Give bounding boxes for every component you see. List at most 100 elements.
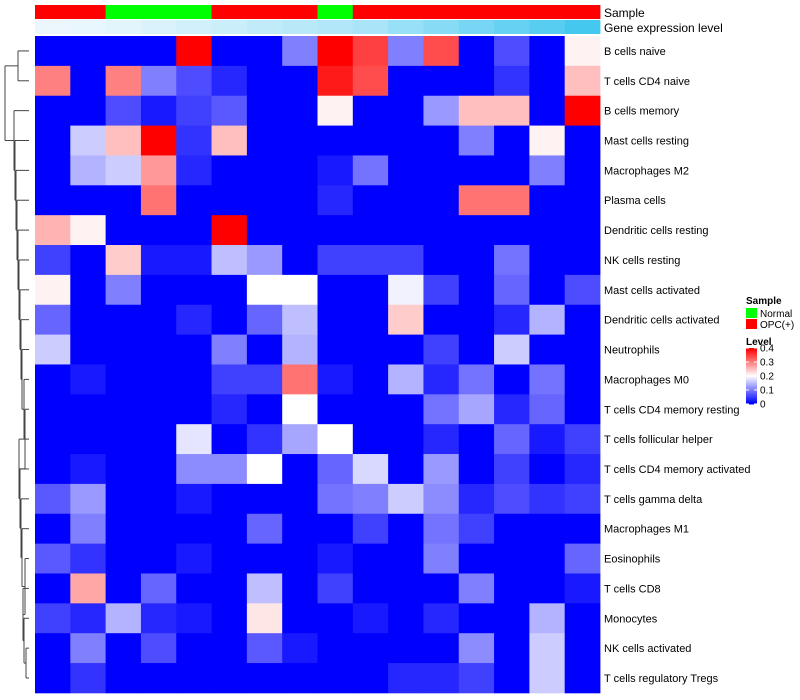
heatmap-cell [423, 215, 460, 246]
heatmap-cell [529, 65, 566, 97]
heatmap-cells [35, 36, 601, 694]
heatmap-cell [388, 334, 424, 365]
heatmap-cell [494, 364, 530, 395]
heatmap-cell [529, 454, 566, 485]
colorbar-step [746, 363, 757, 366]
colorbar-step [746, 388, 757, 391]
heatmap-cell [140, 663, 177, 694]
heatmap-cell [246, 65, 283, 97]
heatmap-cell [564, 95, 601, 126]
heatmap-cell [388, 454, 424, 485]
heatmap-cell [282, 95, 318, 126]
heatmap-cell [35, 513, 71, 545]
heatmap-cell [388, 36, 424, 67]
expression-annotation-cell [529, 20, 566, 34]
heatmap-cell [317, 245, 354, 276]
colorbar-step [746, 390, 757, 392]
heatmap-cell [458, 185, 495, 216]
heatmap-cell [70, 364, 107, 395]
heatmap-cell [352, 155, 389, 186]
heatmap-cell [211, 603, 248, 634]
heatmap-cell [35, 125, 71, 156]
heatmap-cell [494, 334, 530, 365]
row-label: Plasma cells [604, 195, 666, 207]
heatmap-cell [494, 95, 530, 126]
legend-sample-title: Sample [746, 296, 782, 307]
heatmap-cell [282, 513, 318, 545]
heatmap-cell [105, 304, 142, 335]
sample-annotation-cell [35, 5, 71, 19]
colorbar-step [746, 395, 757, 398]
heatmap-cell [211, 36, 248, 67]
heatmap-cell [423, 454, 460, 485]
heatmap-cell [423, 334, 460, 365]
expression-annotation-cell [282, 20, 318, 34]
heatmap-cell [246, 483, 283, 515]
expression-annotation-cell [317, 20, 354, 34]
heatmap-cell [140, 543, 177, 574]
heatmap-cell [564, 245, 601, 276]
heatmap-cell [458, 304, 495, 335]
heatmap-cell [352, 304, 389, 335]
row-label: Dendritic cells resting [604, 225, 709, 237]
heatmap-cell [423, 155, 460, 186]
heatmap-cell [176, 424, 212, 455]
heatmap-cell [246, 424, 283, 455]
heatmap-cell [176, 65, 212, 97]
heatmap-cell [564, 36, 601, 67]
heatmap-cell [176, 603, 212, 634]
heatmap-cell [458, 543, 495, 574]
heatmap-cell [282, 274, 318, 306]
colorbar-step [746, 402, 757, 405]
heatmap-cell [564, 394, 601, 425]
heatmap-cell [140, 513, 177, 545]
heatmap-cell [35, 424, 71, 455]
colorbar-step [746, 371, 757, 374]
heatmap-cell [211, 483, 248, 515]
heatmap-cell [388, 155, 424, 186]
sample-annotation-cell [352, 5, 389, 19]
heatmap-cell [458, 274, 495, 306]
heatmap-cell [176, 36, 212, 67]
heatmap-cell [423, 633, 460, 664]
heatmap-cell [317, 543, 354, 574]
expression-annotation-cell [352, 20, 389, 34]
heatmap-cell [176, 394, 212, 425]
colorbar-step [746, 369, 757, 371]
heatmap-cell [140, 95, 177, 126]
row-label: NK cells resting [604, 255, 680, 267]
legend-level-ticks: 0.4 0.3 0.2 0.1 0 [746, 344, 774, 411]
heatmap-cell [246, 215, 283, 246]
heatmap-cell [317, 155, 354, 186]
colorbar-step [746, 399, 757, 402]
heatmap-cell [388, 573, 424, 604]
sample-annotation-cell [494, 5, 530, 19]
heatmap-cell [564, 633, 601, 664]
heatmap-cell [105, 543, 142, 574]
heatmap-cell [140, 573, 177, 604]
row-label: T cells regulatory Tregs [604, 673, 719, 685]
colorbar-step [746, 383, 757, 385]
heatmap-cell [494, 573, 530, 604]
heatmap-cell [70, 513, 107, 545]
heatmap-cell [105, 125, 142, 156]
heatmap-cell [458, 513, 495, 545]
heatmap-cell [529, 274, 566, 306]
heatmap-cell [246, 245, 283, 276]
row-labels: B cells naive T cells CD4 naive B cells me… [604, 46, 751, 685]
heatmap-cell [70, 483, 107, 515]
heatmap-cell [388, 215, 424, 246]
sample-annotation-cell [458, 5, 495, 19]
expression-annotation-cell [494, 20, 530, 34]
heatmap-cell [352, 543, 389, 574]
heatmap-cell [246, 185, 283, 216]
heatmap-cell [35, 573, 71, 604]
heatmap-cell [423, 36, 460, 67]
heatmap-cell [140, 454, 177, 485]
colorbar-step [746, 377, 757, 380]
heatmap-cell [317, 454, 354, 485]
colorbar-step [746, 380, 757, 383]
heatmap-cell [70, 334, 107, 365]
heatmap-cell [282, 215, 318, 246]
heatmap-cell [70, 454, 107, 485]
